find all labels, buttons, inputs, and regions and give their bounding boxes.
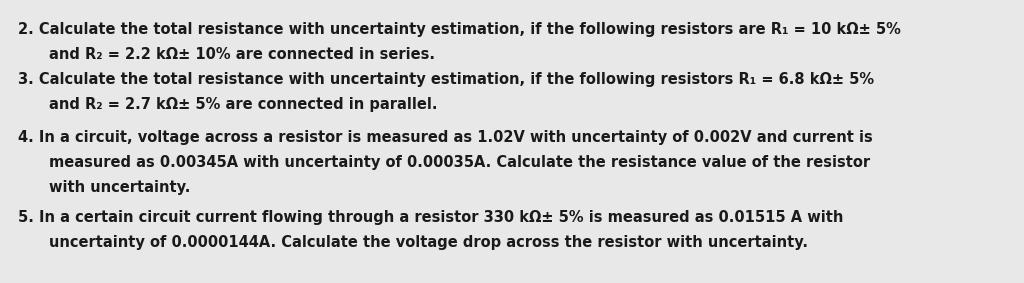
Text: uncertainty of 0.0000144A. Calculate the voltage drop across the resistor with u: uncertainty of 0.0000144A. Calculate the… — [49, 235, 808, 250]
Text: measured as 0.00345A with uncertainty of 0.00035A. Calculate the resistance valu: measured as 0.00345A with uncertainty of… — [49, 155, 870, 170]
Text: 4. In a circuit, voltage across a resistor is measured as 1.02V with uncertainty: 4. In a circuit, voltage across a resist… — [18, 130, 873, 145]
Text: and R₂ = 2.2 kΩ± 10% are connected in series.: and R₂ = 2.2 kΩ± 10% are connected in se… — [49, 47, 435, 62]
Text: with uncertainty.: with uncertainty. — [49, 180, 190, 195]
Text: 5. In a certain circuit current flowing through a resistor 330 kΩ± 5% is measure: 5. In a certain circuit current flowing … — [18, 210, 844, 225]
Text: and R₂ = 2.7 kΩ± 5% are connected in parallel.: and R₂ = 2.7 kΩ± 5% are connected in par… — [49, 97, 437, 112]
Text: 3. Calculate the total resistance with uncertainty estimation, if the following : 3. Calculate the total resistance with u… — [18, 72, 874, 87]
Text: 2. Calculate the total resistance with uncertainty estimation, if the following : 2. Calculate the total resistance with u… — [18, 22, 901, 37]
